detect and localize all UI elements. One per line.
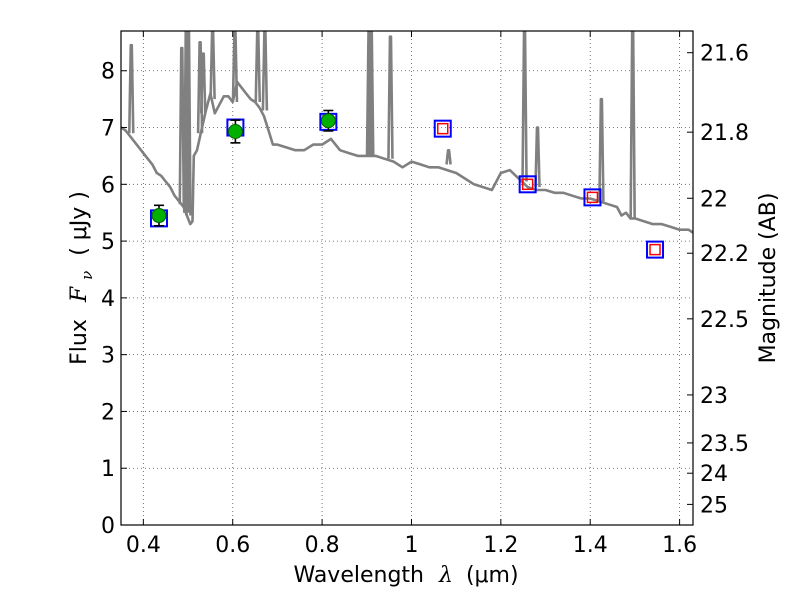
upper-limit-square xyxy=(586,191,599,204)
y-tick-label: 3 xyxy=(101,344,115,369)
y-axis-title-symbol: F xyxy=(67,286,92,303)
magnitude-tick-label: 22 xyxy=(700,187,728,212)
x-axis-title-symbol: λ xyxy=(438,563,453,588)
magnitude-tick-label: 23.5 xyxy=(700,432,749,457)
x-tick-label: 0.4 xyxy=(126,533,161,558)
model-photometry-square xyxy=(646,240,665,259)
detection-point xyxy=(227,124,243,140)
x-tick-label: 0.8 xyxy=(305,533,340,558)
detection-point xyxy=(320,113,336,129)
emission-line-spike xyxy=(254,31,262,103)
x-tick-label: 1 xyxy=(404,533,418,558)
marker-layer xyxy=(149,109,665,259)
magnitude-tick-label: 21.8 xyxy=(700,121,749,146)
y-axis-title: Flux F ν ( μJy ) xyxy=(67,191,98,365)
x-axis-title-text: Wavelength xyxy=(293,563,424,588)
x-axis-title-unit: (μm) xyxy=(466,563,519,588)
plot-background xyxy=(121,31,693,525)
emission-line-spike xyxy=(521,31,528,182)
emission-line-spike xyxy=(127,43,135,134)
y-axis-title-unit: ( μJy ) xyxy=(67,191,92,256)
model-photometry-square xyxy=(518,175,537,194)
x-axis-title: Wavelength λ (μm) xyxy=(293,563,518,588)
emission-line-spike xyxy=(185,31,192,216)
model-photometry-square xyxy=(583,188,602,207)
magnitude-tick-label: 25 xyxy=(700,493,728,518)
x-tick-label: 1.6 xyxy=(662,533,697,558)
y-tick-label: 7 xyxy=(101,117,115,142)
magnitude-axis: 21.6 21.8 22 22.2 22.5 23 23.5 24 25 xyxy=(687,42,749,518)
emission-line-spike xyxy=(261,31,269,111)
magnitude-tick-label: 23 xyxy=(700,384,728,409)
x-tick-label: 1.4 xyxy=(573,533,608,558)
magnitude-tick-label: 22.5 xyxy=(700,308,749,333)
emission-line-spike xyxy=(534,126,541,188)
y-axis-title-subscript: ν xyxy=(78,271,96,280)
y-tick-label: 6 xyxy=(101,173,115,198)
y-tick-label: 0 xyxy=(101,514,115,539)
plot-frame xyxy=(120,30,694,526)
emission-line-spike xyxy=(445,148,452,165)
y-tick-label: 2 xyxy=(101,400,115,425)
magnitude-tick-label: 22.2 xyxy=(700,242,749,267)
y-tick-label: 8 xyxy=(101,60,115,85)
emission-line-spike xyxy=(629,31,636,219)
y-tick-label: 4 xyxy=(101,287,115,312)
emission-line-spike xyxy=(598,97,605,202)
emission-line-spike xyxy=(199,52,207,114)
detection-point xyxy=(151,208,167,224)
magnitude-axis-title: Magnitude (AB) xyxy=(756,193,781,364)
emission-line-spike xyxy=(231,31,239,103)
emission-line-spike xyxy=(209,31,216,100)
magnitude-tick-label: 21.6 xyxy=(700,42,749,67)
x-tick-label: 0.6 xyxy=(215,533,250,558)
upper-limit-square xyxy=(437,122,449,135)
magnitude-tick-label: 24 xyxy=(700,462,728,487)
emission-line-spike xyxy=(178,46,186,205)
y-axis-title-text: Flux xyxy=(67,319,92,365)
emission-line-spike xyxy=(367,31,375,156)
plot-area xyxy=(121,31,693,259)
y-tick-label: 1 xyxy=(101,457,115,482)
x-axis: 0.4 0.6 0.8 1 1.2 1.4 1.6 xyxy=(126,31,697,558)
upper-limit-square xyxy=(521,178,534,191)
emission-line-spike xyxy=(387,35,394,159)
x-tick-label: 1.2 xyxy=(483,533,518,558)
upper-limit-square xyxy=(649,243,661,256)
y-tick-label: 5 xyxy=(101,230,115,255)
y-axis: 0 1 2 3 4 5 6 7 8 xyxy=(101,60,127,539)
model-photometry-square xyxy=(433,119,452,138)
emission-line-layer xyxy=(127,31,636,219)
